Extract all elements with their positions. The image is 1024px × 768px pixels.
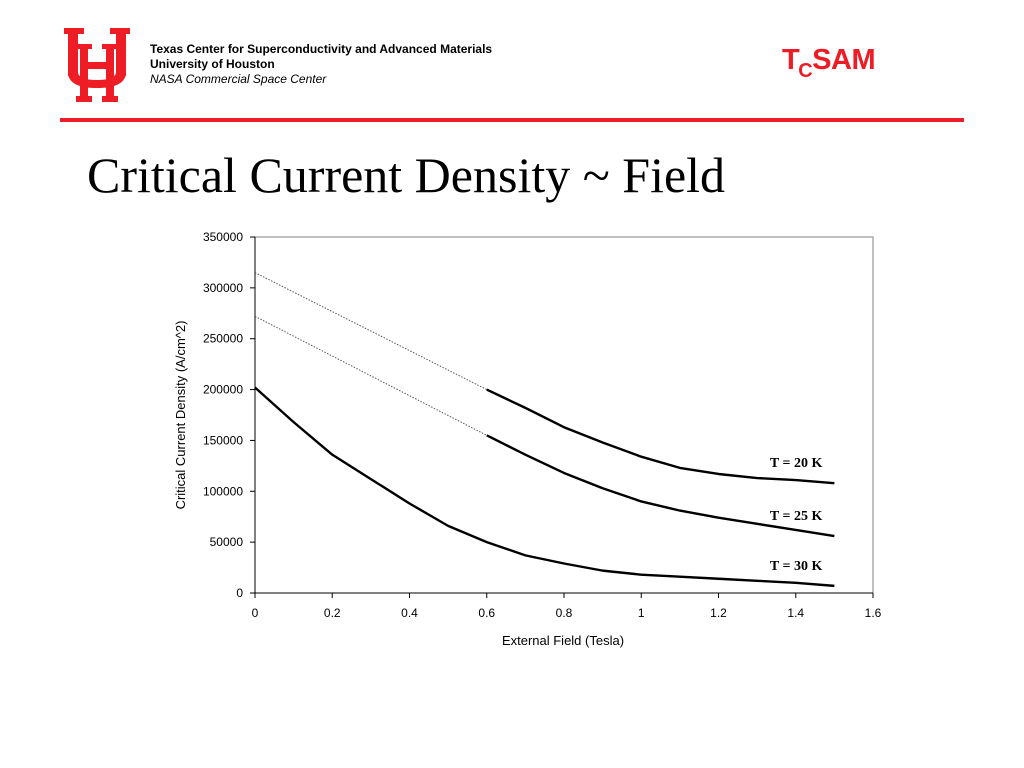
y-tick-label: 150000 bbox=[203, 433, 243, 447]
plot-area bbox=[254, 236, 874, 594]
series-line bbox=[486, 434, 835, 538]
x-tick-label: 0.6 bbox=[478, 606, 495, 620]
series-label: T = 30 K bbox=[770, 559, 823, 574]
series-extrapolation-line bbox=[254, 315, 487, 436]
x-tick-label: 1 bbox=[638, 606, 645, 620]
y-tick-label: 100000 bbox=[203, 484, 243, 498]
series-lines bbox=[254, 272, 835, 588]
y-tick-label: 50000 bbox=[210, 535, 244, 549]
x-tick-label: 1.4 bbox=[787, 606, 804, 620]
series-extrapolation-line bbox=[254, 272, 487, 391]
series-line bbox=[486, 388, 835, 485]
y-tick-label: 200000 bbox=[203, 383, 243, 397]
y-tick-label: 0 bbox=[236, 586, 243, 600]
y-ticks: 0 50000 100000 150000 200000 250000 300000 3500… bbox=[203, 230, 255, 600]
series-label: T = 20 K bbox=[770, 456, 823, 471]
x-axis-label: External Field (Tesla) bbox=[502, 633, 624, 648]
series-line bbox=[254, 386, 835, 588]
y-tick-label: 300000 bbox=[203, 281, 243, 295]
brand-t: T bbox=[782, 44, 800, 76]
org-name: Texas Center for Superconductivity and A… bbox=[150, 42, 493, 56]
x-tick-label: 0.8 bbox=[556, 606, 573, 620]
x-tick-label: 1.6 bbox=[865, 606, 882, 620]
brand-subscript: C bbox=[798, 60, 813, 82]
university-name: University of Houston bbox=[150, 57, 275, 71]
brand-sam: SAM bbox=[812, 44, 876, 76]
organization-block: Texas Center for Superconductivity and A… bbox=[150, 42, 492, 87]
uh-logo bbox=[64, 28, 130, 102]
slide-title: Critical Current Density ~ Field bbox=[87, 147, 726, 203]
center-name: NASA Commercial Space Center bbox=[150, 72, 327, 86]
x-tick-label: 0 bbox=[252, 606, 259, 620]
x-tick-label: 1.2 bbox=[710, 606, 727, 620]
series-label: T = 25 K bbox=[770, 509, 823, 524]
x-tick-label: 0.2 bbox=[324, 606, 341, 620]
y-tick-label: 250000 bbox=[203, 332, 243, 346]
tcsam-brand: TCSAM bbox=[782, 44, 876, 82]
x-tick-label: 0.4 bbox=[401, 606, 418, 620]
series-labels: T = 20 K T = 25 K T = 30 K bbox=[770, 456, 823, 574]
x-ticks: 0 0.2 0.4 0.6 0.8 1 1.2 1.4 1.6 bbox=[252, 593, 882, 620]
y-axis-label: Critical Current Density (A/cm^2) bbox=[173, 321, 188, 510]
y-tick-label: 350000 bbox=[203, 230, 243, 244]
header-divider bbox=[60, 118, 964, 122]
